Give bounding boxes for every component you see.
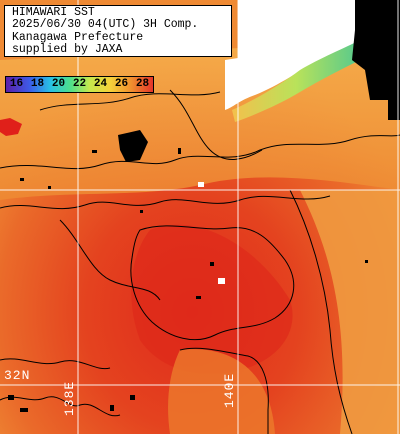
isotherm-contours (0, 89, 400, 434)
cloud-pixel (20, 178, 24, 181)
legend-value: 24 (93, 78, 108, 90)
cloud-pixel (210, 262, 214, 266)
contour-line (59, 219, 161, 301)
island (218, 278, 225, 284)
islands (198, 182, 225, 284)
contour-line (289, 189, 353, 434)
warm-core (131, 224, 293, 374)
contour-line (0, 358, 111, 370)
legend-value: 22 (72, 78, 87, 90)
legend-value: 26 (114, 78, 129, 90)
south-tongue (168, 349, 275, 434)
title-line-3: Kanagawa Prefecture (12, 30, 144, 44)
warm-spot-west (0, 118, 22, 136)
east-cool-band (300, 190, 400, 434)
cloud-mask-east (352, 0, 400, 120)
island (198, 182, 204, 187)
cloud-pixel (92, 150, 97, 153)
title-box: HIMAWARI SST 2025/06/30 04(UTC) 3H Comp.… (4, 5, 232, 57)
cloud-mask-bay (118, 130, 148, 162)
legend-value: 18 (30, 78, 45, 90)
cloud-pixel (20, 408, 28, 412)
legend-value: 28 (135, 78, 150, 90)
cloud-pixel (8, 395, 14, 400)
cloud-pixel (140, 210, 143, 213)
cloud-pixel (130, 395, 135, 400)
contour-line (179, 347, 269, 434)
contour-line (0, 396, 121, 417)
contour-line (0, 134, 400, 170)
title-line-1: HIMAWARI SST (12, 6, 95, 19)
coastal-cold-water (232, 40, 360, 122)
legend-value: 20 (51, 78, 66, 90)
contour-line (169, 89, 263, 160)
temperature-legend: 16 18 20 22 24 26 28 (5, 76, 154, 93)
title-line-2: 2025/06/30 04(UTC) 3H Comp. (12, 18, 199, 32)
cloud-pixel (178, 148, 181, 154)
cloud-pixel (110, 405, 114, 411)
contour-line (0, 195, 331, 210)
legend-value: 16 (9, 78, 24, 90)
longitude-label-east: 140E (222, 372, 237, 408)
contour-line (130, 225, 295, 341)
longitude-label-west: 138E (62, 380, 77, 416)
cloud-pixel (196, 296, 201, 299)
cloud-pixel (365, 260, 368, 263)
latitude-label: 32N (4, 368, 31, 383)
cloud-pixel (48, 186, 51, 189)
contour-line (39, 91, 221, 111)
land-north (0, 0, 400, 110)
title-line-4: supplied by JAXA (12, 43, 123, 57)
cloud-noise (8, 148, 368, 412)
